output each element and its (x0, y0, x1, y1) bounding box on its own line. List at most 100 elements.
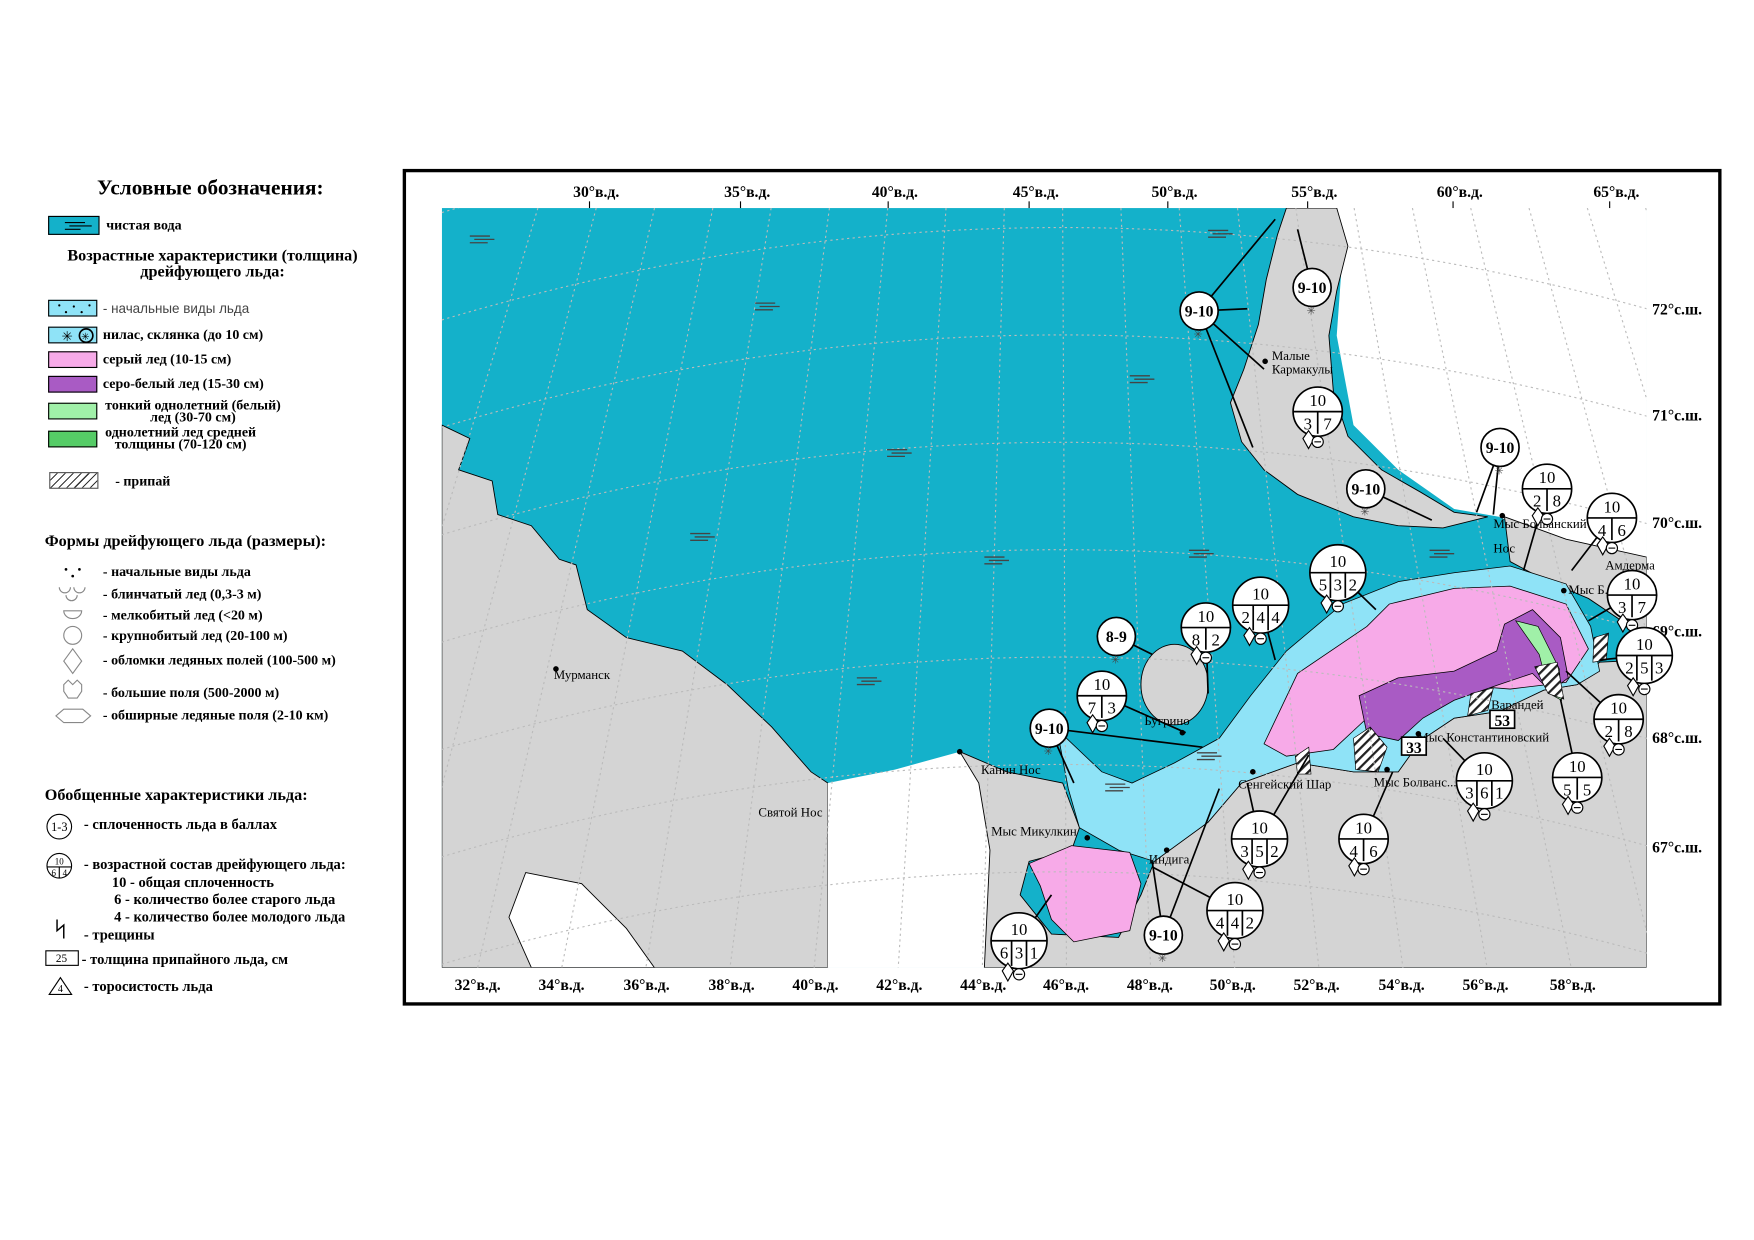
crack-icon (56, 919, 65, 939)
nilas-icon: ✳ (1044, 746, 1053, 758)
concentration-label: - сплоченность льда в баллах (83, 815, 277, 833)
total-concentration: 10 (1309, 391, 1326, 410)
ice-concentration-circle[interactable]: 9-10 ✳ (1143, 915, 1184, 965)
diamond-icon (1242, 860, 1255, 881)
stage-value: 2 (1625, 658, 1633, 677)
place-name[interactable]: Нос (1493, 542, 1515, 556)
place-name[interactable]: Сенгейский Шар (1238, 778, 1331, 792)
form-label: - большие поля (500-2000 м) (102, 684, 280, 701)
lat-label: 67°с.ш. (1652, 839, 1702, 856)
place-dot-icon (553, 666, 559, 672)
ice-concentration-circle[interactable]: 10 7 3 (1076, 670, 1128, 734)
place-name[interactable]: Амдерма (1605, 558, 1655, 572)
grey-ice-label: серый лед (10-15 см) (102, 351, 232, 367)
age-heading-line: Возрастные характеристики (толщина) (67, 247, 358, 266)
meridian (561, 208, 714, 968)
fast-ice-swatch (49, 472, 99, 489)
fast-ice-thickness-boxes: 53 33 (1400, 709, 1516, 757)
ice-concentration-circle[interactable]: 105 3 2 (1309, 543, 1367, 615)
concentration-value: 9-10 (1486, 440, 1515, 457)
map-frame (402, 168, 1722, 1006)
legend-title: Условные обозначения: (97, 176, 324, 201)
ice-concentration-circle[interactable]: 8-9 ✳ (1096, 616, 1137, 666)
place-name[interactable]: Кармакулы (1272, 363, 1333, 377)
ice-concentration-circle[interactable]: 10 4 6 (1338, 813, 1390, 878)
place-name[interactable]: Святой Нос (758, 806, 822, 820)
leader-line (1198, 218, 1276, 312)
total-concentration: 10 (1251, 818, 1268, 837)
ice-concentration-circle[interactable]: 10 2 8 (1521, 463, 1573, 527)
fast-ice-thickness: 33 (1406, 740, 1422, 757)
stage-value: 5 (1563, 780, 1571, 799)
ice-concentration-circle[interactable]: 102 5 3 (1615, 626, 1674, 697)
new-ice-label: - начальные виды льда (102, 300, 250, 317)
grey-white-ice-swatch (48, 375, 98, 393)
grey-ice-swatch (48, 351, 98, 369)
diamond-icon (1217, 931, 1231, 952)
stage-value: 2 (1349, 576, 1357, 595)
place-name[interactable]: Варандей (1491, 698, 1544, 712)
stage-value: 6 (1618, 521, 1626, 540)
place-name[interactable]: Мурманск (554, 668, 611, 682)
parallel (442, 13, 1647, 105)
age-heading: Возрастные характеристики (толщина) дрей… (0, 247, 425, 280)
meridian (1470, 208, 1647, 935)
place-name[interactable]: Мыс Болванский (1493, 517, 1586, 531)
water-symbol-icon (887, 449, 912, 458)
place-name[interactable]: Бугрино (1144, 714, 1189, 728)
ice-concentration-circle[interactable]: 10 3 7 (1606, 569, 1658, 634)
meridian (981, 208, 1005, 968)
svg-text:✳: ✳ (81, 332, 89, 343)
ice-concentration-circle[interactable]: 9-10 ✳ (1345, 468, 1386, 519)
stage-value: 4 (1216, 913, 1225, 932)
ice-concentration-circle[interactable]: 9-10 ✳ (1179, 291, 1219, 341)
bottom-lon-label: 48°в.д. (1127, 977, 1173, 994)
stage-value: 5 (1319, 576, 1327, 595)
nilas-icon: ✳ (1111, 654, 1120, 666)
parallel (441, 334, 1647, 428)
stage-value: 5 (1583, 780, 1591, 799)
ice-concentration-circle[interactable]: 104 4 2 (1206, 881, 1264, 952)
ice-concentration-circle[interactable]: 10 5 5 (1551, 751, 1603, 816)
ridging-triangle-icon (48, 976, 73, 995)
ice-concentration-circle[interactable]: 102 4 4 (1231, 576, 1290, 647)
fast-ice-thickness-box (1400, 736, 1428, 756)
concentration-symbol: 1-3 (51, 820, 67, 834)
fast-thickness-symbol: 25 (56, 953, 68, 965)
ice-concentration-circle[interactable]: 10 2 8 (1593, 693, 1645, 758)
total-concentration: 10 (1252, 585, 1269, 604)
ice-concentration-circle[interactable]: 10 3 7 (1292, 386, 1344, 450)
ice-concentration-circle[interactable]: 106 3 1 (990, 911, 1048, 983)
place-name[interactable]: Канин Нос (981, 763, 1041, 777)
ice-concentration-circle[interactable]: 10 8 2 (1180, 602, 1232, 666)
stage-value: 7 (1323, 415, 1331, 434)
ice-concentration-circle[interactable]: 10 4 6 (1586, 492, 1638, 556)
parallel (441, 656, 1647, 750)
place-name[interactable]: Мыс Константиновский (1417, 731, 1549, 745)
place-name[interactable]: Индига (1149, 853, 1190, 867)
top-lon-label: 60°в.д. (1437, 184, 1483, 201)
place-name[interactable]: Малые (1272, 349, 1310, 363)
form-label: - обломки ледяных полей (100-500 м) (102, 652, 336, 668)
nilas-swatch: ✳ ✳ (48, 326, 98, 344)
total-concentration: 10 (1227, 890, 1244, 909)
big-floe-icon (63, 679, 83, 699)
ice-concentration-circle[interactable]: 103 6 1 (1455, 751, 1514, 823)
stage-value: 6 (1000, 944, 1008, 963)
meridian (1411, 208, 1572, 968)
bottom-lon-label: 56°в.д. (1462, 977, 1508, 994)
bottom-lon-label: 46°в.д. (1043, 977, 1089, 994)
place-dot-icon (1262, 358, 1268, 365)
total-concentration: 10 (1476, 760, 1493, 779)
total-concentration: 10 (1569, 757, 1586, 776)
general-icons: 1-3 10 6 4 25 4 (45, 813, 79, 995)
ice-concentration-circle[interactable]: 9-10 ✳ (1029, 708, 1070, 758)
ice-concentration-circle[interactable]: 103 5 2 (1230, 810, 1289, 881)
leader-line (1198, 310, 1254, 448)
place-name[interactable]: Мыс Болванс... (1374, 775, 1457, 789)
place-name[interactable]: Мыс Микулкин (991, 825, 1077, 839)
ice-concentration-circle[interactable]: 9-10 ✳ (1480, 427, 1520, 477)
ice-concentration-circle[interactable]: 9-10 ✳ (1292, 267, 1332, 317)
